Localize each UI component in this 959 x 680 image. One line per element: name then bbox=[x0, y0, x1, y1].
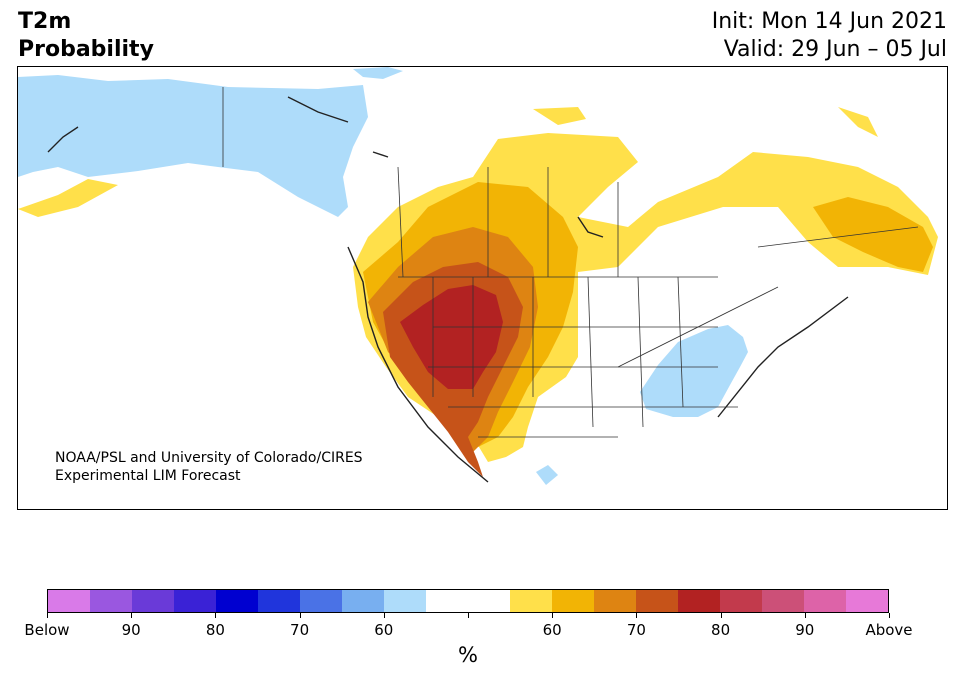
valid-range: Valid: 29 Jun – 05 Jul bbox=[723, 37, 947, 62]
colorbar-cell bbox=[48, 590, 90, 612]
title-variable: T2m bbox=[18, 9, 72, 34]
colorbar-cell bbox=[762, 590, 804, 612]
alaska-below-region bbox=[18, 75, 368, 217]
colorbar-tick-label: 70 bbox=[626, 621, 646, 639]
southeast-below-region bbox=[640, 325, 748, 417]
colorbar-tick-label: 60 bbox=[542, 621, 562, 639]
map-title: T2m Probability bbox=[18, 8, 154, 64]
colorbar-cell bbox=[90, 590, 132, 612]
colorbar-tick bbox=[636, 613, 638, 618]
colorbar-tick bbox=[468, 613, 469, 618]
colorbar-cell bbox=[846, 590, 888, 612]
colorbar-cell bbox=[258, 590, 300, 612]
colorbar-cell bbox=[468, 590, 510, 612]
forecast-dates: Init: Mon 14 Jun 2021 Valid: 29 Jun – 05… bbox=[712, 8, 947, 64]
colorbar-tick bbox=[215, 613, 217, 618]
colorbar-cell bbox=[132, 590, 174, 612]
mexico-below-spot bbox=[536, 465, 558, 485]
baffin-above-60 bbox=[838, 107, 878, 137]
alaska-above-60 bbox=[18, 179, 118, 217]
colorbar-tick bbox=[47, 613, 48, 618]
init-date: Init: Mon 14 Jun 2021 bbox=[711, 9, 947, 34]
colorbar-tick-label: 90 bbox=[795, 621, 815, 639]
credit-line-1: NOAA/PSL and University of Colorado/CIRE… bbox=[55, 450, 363, 466]
colorbar-cell bbox=[720, 590, 762, 612]
colorbar-cell bbox=[510, 590, 552, 612]
credit-line-2: Experimental LIM Forecast bbox=[55, 468, 241, 484]
colorbar-cell bbox=[594, 590, 636, 612]
colorbar-cell bbox=[678, 590, 720, 612]
colorbar-tick bbox=[720, 613, 722, 618]
colorbar-cell bbox=[804, 590, 846, 612]
colorbar-unit: % bbox=[458, 643, 478, 667]
quebec-above-70 bbox=[813, 197, 933, 272]
colorbar-cell bbox=[552, 590, 594, 612]
colorbar-cell bbox=[300, 590, 342, 612]
colorbar-cell bbox=[636, 590, 678, 612]
colorbar-cell bbox=[426, 590, 468, 612]
colorbar-tick-label: 80 bbox=[205, 621, 225, 639]
colorbar-cell bbox=[342, 590, 384, 612]
hudson-above-60 bbox=[533, 107, 586, 125]
colorbar-tick bbox=[889, 613, 890, 618]
colorbar-tick-label: 80 bbox=[711, 621, 731, 639]
colorbar-cell bbox=[384, 590, 426, 612]
colorbar-tick bbox=[552, 613, 554, 618]
map-canvas bbox=[18, 67, 938, 485]
colorbar-cell bbox=[174, 590, 216, 612]
west-above-max bbox=[400, 285, 503, 389]
colorbar bbox=[47, 589, 889, 613]
colorbar-tick-label: Below bbox=[24, 621, 70, 639]
colorbar-cell bbox=[216, 590, 258, 612]
arctic-below-region bbox=[353, 67, 403, 79]
colorbar-tick-label: 70 bbox=[290, 621, 310, 639]
probability-map bbox=[17, 66, 948, 510]
data-credit: NOAA/PSL and University of Colorado/CIRE… bbox=[55, 449, 363, 485]
colorbar-tick bbox=[299, 613, 301, 618]
colorbar-tick bbox=[383, 613, 385, 618]
colorbar-tick-label: Above bbox=[865, 621, 913, 639]
coastlines bbox=[47, 96, 849, 483]
title-type: Probability bbox=[18, 37, 154, 62]
colorbar-tick-label: 60 bbox=[374, 621, 394, 639]
colorbar-tick-label: 90 bbox=[121, 621, 141, 639]
colorbar-tick bbox=[804, 613, 806, 618]
colorbar-tick bbox=[131, 613, 133, 618]
political-borders bbox=[222, 87, 919, 438]
